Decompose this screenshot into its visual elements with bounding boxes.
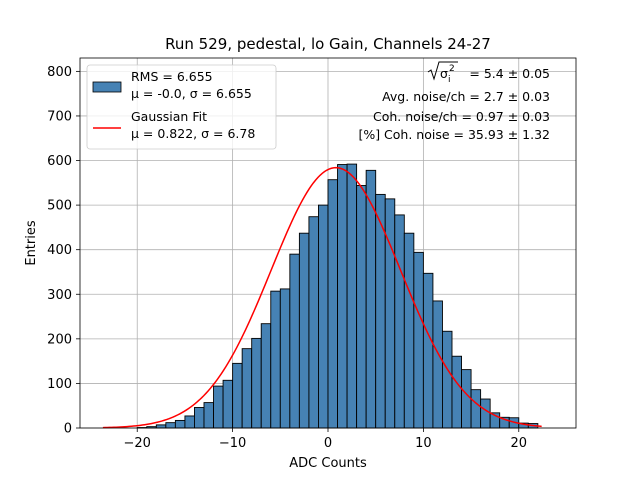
histogram-bar [442,330,453,429]
sqrt-sigma-symbol: σ [440,66,448,81]
histogram-bar [403,232,415,429]
annotation-sigma: σ 2 i = 5.4 ± 0.05 [427,61,550,85]
histogram-bar [155,424,167,429]
annotation-sigma-value: = 5.4 ± 0.05 [469,66,550,81]
histogram-bar [394,214,405,429]
histogram-bar [260,323,272,429]
histogram-bar [222,379,234,429]
histogram-bar [165,422,176,429]
annotation-coh-noise: Coh. noise/ch = 0.97 ± 0.03 [373,109,550,124]
histogram-bar [432,300,443,429]
histogram-bar [174,419,186,429]
histogram-bar [451,355,462,429]
y-tick-label: 400 [47,243,72,258]
legend-fit-label: Gaussian Fit [131,109,207,124]
x-axis-label: ADC Counts [289,456,367,471]
histogram-bar [461,369,472,429]
sqrt-sigma-sub: i [448,75,451,85]
x-axis-ticks: −20 −10 0 10 20 [124,428,527,451]
y-tick-label: 300 [47,288,72,303]
x-tick-label: 10 [415,436,432,451]
sqrt-symbol [427,61,458,81]
histogram-bar [384,198,396,429]
x-tick-label: −10 [219,436,246,451]
y-tick-label: 200 [47,332,72,347]
legend-histogram-stats: μ = -0.0, σ = 6.655 [131,86,252,101]
legend-fit-stats: μ = 0.822, σ = 6.78 [131,126,255,141]
x-tick-label: 0 [324,436,332,451]
histogram-bar [279,288,291,429]
histogram-bar [241,348,253,429]
x-tick-label: 20 [510,436,527,451]
histogram-bar [213,385,224,429]
histogram-bar [270,290,281,429]
histogram-bar [251,337,262,429]
histogram-bar [308,216,319,429]
histogram-bar [356,185,367,429]
y-tick-label: 600 [47,154,72,169]
gaussian-fit-curve [102,166,542,429]
legend-histogram-label: RMS = 6.655 [131,69,213,84]
histogram-bar [203,402,214,429]
x-tick-label: −20 [124,436,151,451]
histogram-bar [194,407,205,429]
legend: RMS = 6.655 μ = -0.0, σ = 6.655 Gaussian… [86,64,277,150]
y-axis-label: Entries [24,220,39,266]
legend-frame [86,64,277,150]
histogram-bar [232,362,243,429]
annotations: σ 2 i = 5.4 ± 0.05 Avg. noise/ch = 2.7 ±… [358,61,550,142]
legend-histogram-swatch [92,81,122,93]
histogram-bar [422,272,434,429]
y-axis-ticks: 0 100 200 300 400 500 600 700 800 [47,65,80,437]
histogram-bar [298,232,310,429]
y-tick-label: 700 [47,109,72,124]
y-tick-label: 0 [64,422,72,437]
y-tick-label: 100 [47,377,72,392]
histogram-bar [318,204,329,429]
histogram-bar [337,164,348,429]
histogram-bar [346,163,358,429]
histogram-bar [470,389,482,429]
histogram-bar [184,415,195,429]
histogram-bar [480,398,491,429]
annotation-coh-noise-percent: [%] Coh. noise = 35.93 ± 1.32 [358,127,550,142]
chart-title: Run 529, pedestal, lo Gain, Channels 24-… [165,35,491,53]
y-tick-label: 800 [47,65,72,80]
histogram-bar [413,251,424,429]
histogram-bar [327,179,338,429]
histogram-bars [136,163,539,429]
sqrt-sigma-sup: 2 [449,64,455,74]
annotation-avg-noise: Avg. noise/ch = 2.7 ± 0.03 [382,89,550,104]
y-tick-label: 500 [47,199,72,214]
histogram-bar [289,253,300,429]
